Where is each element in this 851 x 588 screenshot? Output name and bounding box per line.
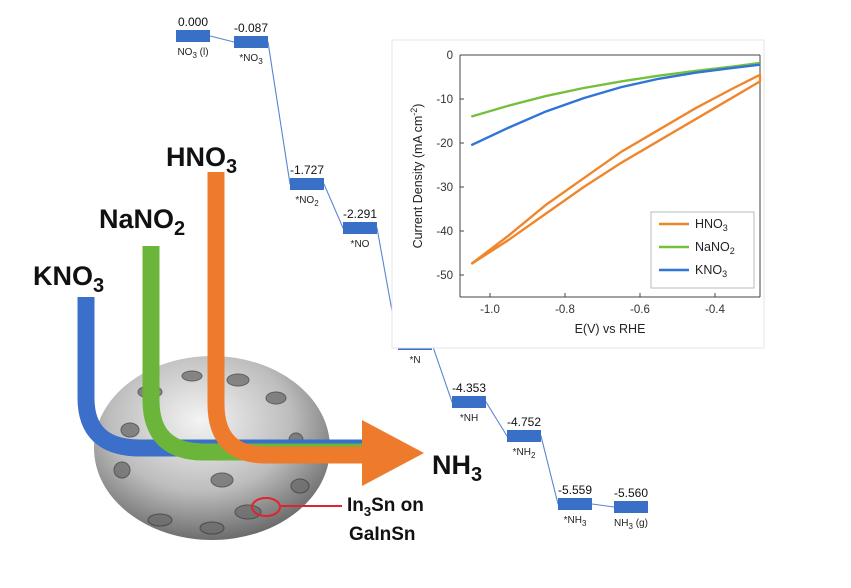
x-axis-title: E(V) vs RHE xyxy=(575,322,646,336)
legend-entry: NaNO2 xyxy=(695,240,735,256)
y-tick-label: 0 xyxy=(447,50,453,62)
y-tick-label: -10 xyxy=(436,94,453,106)
intermediate-label: *NO3 xyxy=(239,53,263,66)
kno3-arrow xyxy=(77,297,380,457)
kno3-label: KNO3 xyxy=(33,261,104,297)
catalyst-label-line1: In3Sn on xyxy=(347,495,424,519)
inset-chart-frame xyxy=(391,39,765,349)
inset-chart: -1.0 -0.8 -0.6 -0.4 0 -10 -20 -30 -40 -50 E(V) vs … xyxy=(391,39,765,349)
energy-value-label: 0.000 xyxy=(178,15,208,29)
y-tick-label: -30 xyxy=(436,182,453,194)
energy-value-label: -4.752 xyxy=(507,415,541,429)
hno3-label: HNO3 xyxy=(166,142,237,178)
legend-entry: KNO3 xyxy=(695,263,727,279)
series-line-nano xyxy=(470,61,761,118)
y-tick-label: -40 xyxy=(436,226,453,238)
arrow-head xyxy=(362,420,424,486)
x-tick-label: -0.8 xyxy=(555,304,575,316)
y-tick-label: -20 xyxy=(436,138,453,150)
intermediate-label: *NO2 xyxy=(295,195,319,208)
x-tick-label: -0.4 xyxy=(705,304,725,316)
legend-entry: HNO3 xyxy=(695,217,728,233)
energy-value-label: -5.559 xyxy=(558,483,592,497)
catalyst-label-line2: GaInSn xyxy=(349,524,416,545)
energy-value-label: -4.353 xyxy=(452,381,486,395)
intermediate-label: NO3 (l) xyxy=(177,47,208,60)
energy-value-label: -1.727 xyxy=(290,163,324,177)
y-axis-title: Current Density (mA cm-2) xyxy=(409,104,425,249)
y-tick-label: -50 xyxy=(436,270,453,282)
energy-value-label: -2.291 xyxy=(343,207,377,221)
energy-level-bar xyxy=(343,222,377,234)
series-line-hno xyxy=(470,73,762,266)
energy-level-bar xyxy=(614,501,648,513)
intermediate-label: *N xyxy=(409,355,420,366)
nano2-label: NaNO2 xyxy=(99,204,185,240)
intermediate-label: NH3 (g) xyxy=(614,518,648,531)
intermediate-label: *NH3 xyxy=(564,515,587,528)
energy-level-bar xyxy=(290,178,324,190)
hno3-arrow xyxy=(207,172,380,464)
energy-level-bar xyxy=(176,30,210,42)
energy-value-label: -5.560 xyxy=(614,486,648,500)
energy-level-bar xyxy=(234,36,268,48)
energy-value-label: -0.087 xyxy=(234,21,268,35)
nh3-product-label: NH3 xyxy=(432,450,482,486)
energy-level-bar xyxy=(507,430,541,442)
intermediate-label: *NH xyxy=(460,413,478,424)
energy-level-bar xyxy=(452,396,486,408)
x-tick-label: -0.6 xyxy=(630,304,650,316)
energy-level-bar xyxy=(558,498,592,510)
nano2-arrow xyxy=(142,246,380,461)
intermediate-label: *NO xyxy=(351,239,370,250)
intermediate-label: *NH2 xyxy=(513,447,536,460)
x-tick-label: -1.0 xyxy=(480,304,500,316)
series-line-kno xyxy=(470,63,761,147)
